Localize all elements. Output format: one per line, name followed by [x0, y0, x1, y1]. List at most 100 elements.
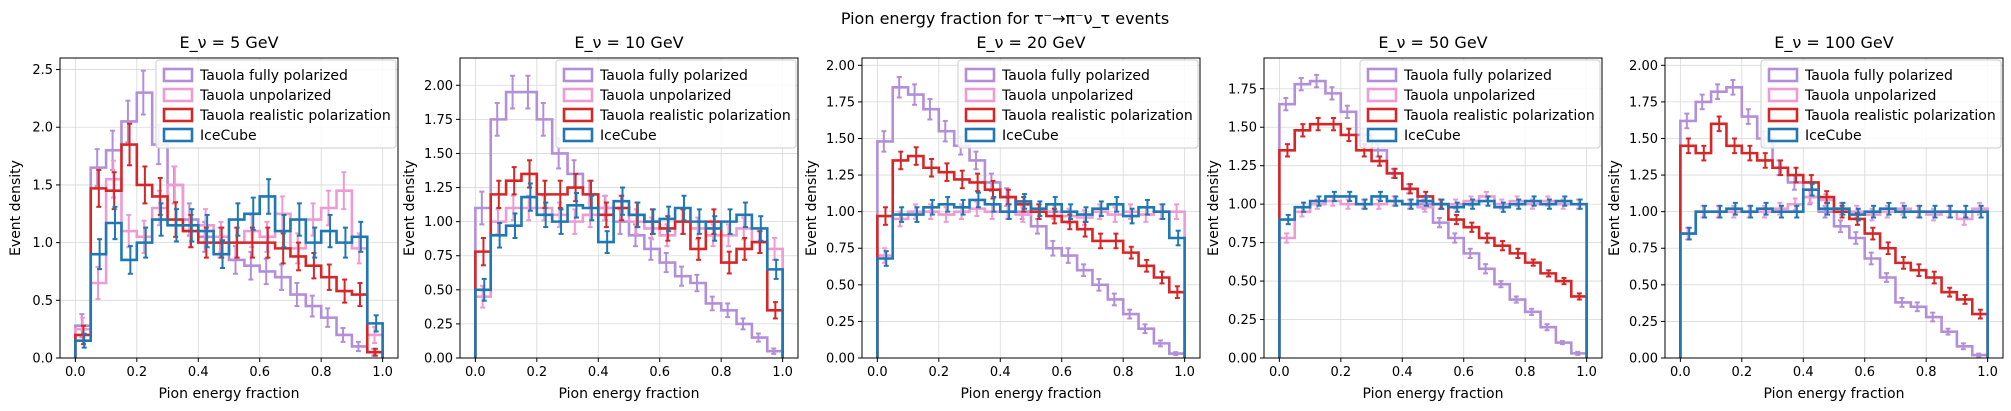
error-bar: [1483, 263, 1489, 275]
error-bar: [235, 202, 241, 237]
series-4: [1278, 190, 1588, 358]
error-bar: [944, 162, 950, 182]
error-bar: [1127, 308, 1133, 320]
y-tick-label: 0.0: [32, 352, 53, 367]
error-bar: [1976, 352, 1982, 358]
error-bar: [881, 130, 887, 153]
series-step-line: [474, 90, 784, 358]
error-bar: [1022, 193, 1028, 210]
error-bar: [1530, 258, 1536, 267]
error-bar: [1945, 327, 1951, 336]
error-bar: [1393, 195, 1399, 207]
legend-label: Tauola unpolarized: [1001, 88, 1133, 104]
error-bar: [726, 250, 732, 275]
error-bar: [279, 263, 285, 291]
legend-entry: Tauola unpolarized: [1366, 87, 1535, 104]
x-tick-label: 0.8: [1515, 365, 1536, 380]
error-bar: [898, 150, 904, 171]
error-bar: [650, 208, 656, 235]
error-bar: [81, 332, 87, 349]
error-bar: [1871, 204, 1877, 219]
error-bar: [510, 74, 516, 110]
chart-title: E_ν = 100 GeV: [1774, 33, 1893, 53]
error-bar: [1098, 200, 1104, 218]
error-bar: [1098, 232, 1104, 250]
error-bar: [479, 190, 485, 226]
error-bar: [1129, 207, 1135, 225]
x-tick-label: 0.0: [465, 365, 486, 380]
chart-panel-4: 0.0 0.2 0.4 0.6 0.8 1.0 0.00 0.25 0.50 0.75 1.00 1.…: [1206, 33, 1603, 402]
error-bar: [1901, 204, 1907, 219]
error-bar: [960, 198, 966, 216]
error-bar: [127, 245, 133, 275]
error-bar: [772, 301, 778, 320]
x-tick-label: 0.2: [126, 365, 147, 380]
error-bar: [914, 206, 920, 223]
x-tick-label: 0.6: [1854, 365, 1875, 380]
series-step-line: [1278, 79, 1588, 358]
legend-box: [1359, 59, 1601, 149]
error-bar: [758, 215, 764, 242]
error-bar: [1577, 198, 1583, 210]
error-bar: [112, 205, 118, 241]
error-bar: [913, 146, 919, 166]
legend-swatch: [562, 127, 594, 143]
error-bar: [341, 171, 347, 211]
y-tick-label: 1.50: [826, 132, 855, 147]
error-bar: [1284, 143, 1290, 158]
error-bar: [1884, 272, 1890, 283]
error-bar: [497, 222, 503, 249]
error-bar: [189, 208, 195, 243]
error-bar: [1886, 201, 1892, 216]
error-bar: [679, 265, 685, 287]
error-bar: [1316, 195, 1322, 207]
y-tick-label: 0.00: [1629, 352, 1658, 367]
error-bar: [540, 102, 546, 137]
legend-entry: Tauola unpolarized: [964, 87, 1133, 104]
legend-swatch: [964, 107, 996, 123]
error-bar: [494, 102, 500, 137]
error-bar: [250, 196, 256, 231]
error-bar: [1702, 204, 1708, 219]
error-bar: [929, 198, 935, 216]
error-bar: [727, 208, 733, 235]
error-bar: [1793, 166, 1799, 184]
error-bar: [296, 202, 302, 237]
error-bar: [357, 282, 363, 308]
error-bar: [512, 212, 518, 239]
error-bar: [1914, 301, 1920, 313]
error-bar: [1285, 213, 1291, 226]
x-tick-label: 0.6: [649, 365, 670, 380]
error-bar: [312, 226, 318, 259]
axes-frame: [59, 57, 399, 359]
legend-label: Tauola fully polarized: [1804, 68, 1953, 84]
error-bar: [1837, 219, 1843, 234]
legend-box: [155, 59, 397, 149]
y-tick-label: 1.25: [1228, 159, 1257, 174]
error-bar: [1576, 292, 1582, 301]
error-bar: [1068, 203, 1074, 220]
legend-box: [957, 59, 1199, 149]
legend-entry: Tauola fully polarized: [1366, 67, 1552, 84]
x-tick-label: 1.0: [1174, 365, 1195, 380]
y-axis-label: Event density: [1206, 160, 1222, 256]
error-bar: [543, 201, 549, 229]
y-tick-label: 1.75: [826, 95, 855, 110]
y-tick-label: 1.50: [1228, 121, 1257, 136]
error-bar: [1344, 104, 1350, 119]
y-tick-label: 0.25: [424, 317, 453, 332]
error-bar: [1452, 232, 1458, 244]
error-bar: [1300, 123, 1306, 138]
error-bar: [1469, 221, 1475, 233]
error-bar: [696, 208, 702, 235]
error-bar: [127, 122, 133, 167]
error-bar: [1050, 239, 1056, 257]
series-step-line: [876, 85, 1186, 358]
error-bar: [1283, 97, 1289, 112]
legend-label: Tauola realistic polarization: [199, 108, 391, 124]
series-step-line: [474, 195, 784, 358]
error-bar: [1947, 286, 1953, 298]
error-bar: [1096, 277, 1102, 292]
legend-swatch: [964, 87, 996, 103]
